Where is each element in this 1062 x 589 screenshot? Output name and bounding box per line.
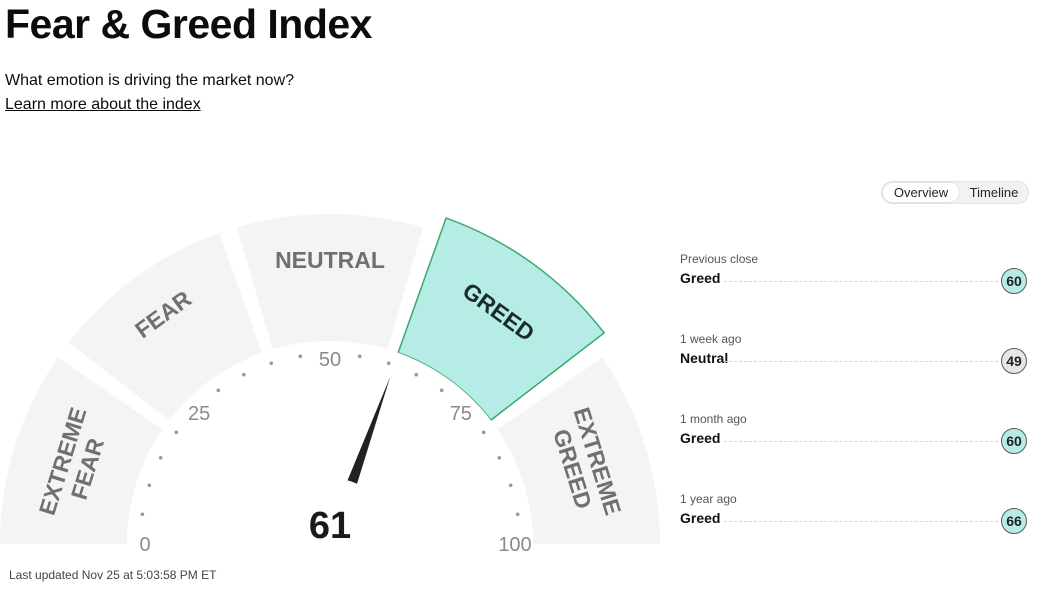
gauge-scale-dot bbox=[357, 354, 362, 359]
history-row-1-month-ago: 1 month ago Greed 60 bbox=[680, 412, 1030, 472]
history-score-badge: 60 bbox=[1001, 268, 1027, 294]
gauge-tick-label: 75 bbox=[450, 403, 472, 425]
gauge-scale-dots bbox=[140, 354, 520, 517]
history-score-badge: 49 bbox=[1001, 348, 1027, 374]
history-rating: Neutral bbox=[680, 350, 729, 366]
gauge-segment-neutral bbox=[236, 214, 424, 350]
gauge-scale-dot bbox=[158, 455, 163, 460]
gauge-scale-dot bbox=[216, 388, 221, 393]
history-row-previous-close: Previous close Greed 60 bbox=[680, 252, 1030, 312]
gauge-scale-dot bbox=[414, 372, 419, 377]
gauge-scale-dot bbox=[140, 512, 145, 517]
gauge-segment-extreme-fear bbox=[0, 357, 163, 544]
gauge-scale-dot bbox=[174, 430, 179, 435]
history-divider bbox=[724, 281, 998, 282]
history-rating: Greed bbox=[680, 430, 721, 446]
gauge-scale-dot bbox=[497, 455, 502, 460]
gauge-tick-label: 25 bbox=[188, 403, 210, 425]
gauge-scale-dot bbox=[439, 388, 444, 393]
gauge-inner-dial bbox=[127, 341, 533, 544]
gauge-scale-dot bbox=[481, 430, 486, 435]
history-rating: Greed bbox=[680, 270, 721, 286]
page-title: Fear & Greed Index bbox=[5, 1, 372, 47]
tab-timeline[interactable]: Timeline bbox=[969, 185, 1019, 200]
history-score-badge: 66 bbox=[1001, 508, 1027, 534]
gauge-scale-dot bbox=[508, 483, 513, 488]
tab-overview[interactable]: Overview bbox=[883, 183, 959, 202]
gauge-tick-label: 100 bbox=[498, 534, 531, 556]
view-toggle: Overview Timeline bbox=[881, 181, 1029, 204]
gauge-segment-label-neutral: NEUTRAL bbox=[275, 247, 385, 273]
gauge-scale-dot bbox=[269, 361, 274, 366]
history-row-1-year-ago: 1 year ago Greed 66 bbox=[680, 492, 1030, 552]
gauge-scale-dot bbox=[241, 372, 246, 377]
page-subtitle: What emotion is driving the market now? bbox=[5, 72, 295, 89]
history-divider bbox=[724, 361, 998, 362]
last-updated: Last updated Nov 25 at 5:03:58 PM ET bbox=[9, 568, 217, 582]
gauge-segment-extreme-greed bbox=[497, 357, 660, 544]
history-label: Previous close bbox=[680, 252, 759, 266]
gauge-scale-dot bbox=[298, 354, 303, 359]
gauge-tick-label: 0 bbox=[139, 534, 150, 556]
history-divider bbox=[724, 521, 998, 522]
gauge-scale-ticks: 0 25 50 75 100 bbox=[139, 349, 531, 556]
gauge-scale-dot bbox=[147, 483, 152, 488]
history-label: 1 month ago bbox=[680, 412, 747, 426]
history-label: 1 week ago bbox=[680, 332, 742, 346]
fear-greed-gauge: EXTREMEFEARFEARNEUTRALGREEDEXTREMEGREED … bbox=[0, 214, 660, 560]
history-divider bbox=[724, 441, 998, 442]
history-label: 1 year ago bbox=[680, 492, 737, 506]
learn-more-link[interactable]: Learn more about the index bbox=[5, 96, 201, 113]
history-rating: Greed bbox=[680, 510, 721, 526]
gauge-segment-fear bbox=[68, 233, 262, 421]
gauge-tick-label: 50 bbox=[319, 349, 341, 371]
history-score-badge: 60 bbox=[1001, 428, 1027, 454]
gauge-value: 61 bbox=[309, 505, 351, 547]
history-row-1-week-ago: 1 week ago Neutral 49 bbox=[680, 332, 1030, 392]
gauge-center-disc bbox=[264, 478, 396, 560]
gauge-scale-dot bbox=[386, 361, 391, 366]
gauge-scale-dot bbox=[515, 512, 520, 517]
